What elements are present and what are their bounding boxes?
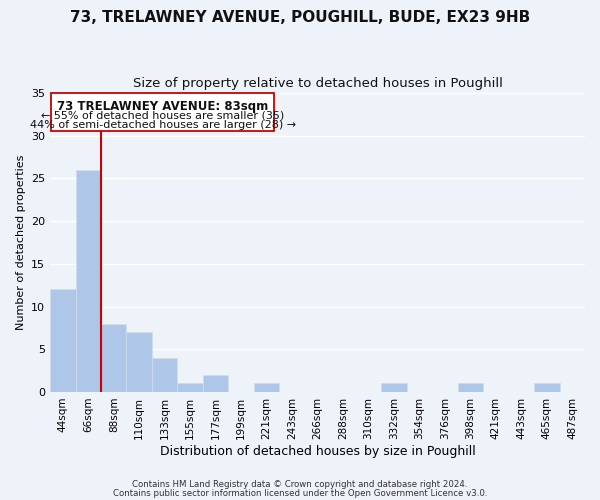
Text: Contains HM Land Registry data © Crown copyright and database right 2024.: Contains HM Land Registry data © Crown c… [132, 480, 468, 489]
Text: 44% of semi-detached houses are larger (28) →: 44% of semi-detached houses are larger (… [30, 120, 296, 130]
Y-axis label: Number of detached properties: Number of detached properties [16, 155, 26, 330]
Title: Size of property relative to detached houses in Poughill: Size of property relative to detached ho… [133, 78, 502, 90]
Bar [152, 358, 178, 392]
Bar [101, 324, 127, 392]
Bar [50, 290, 76, 392]
Bar [534, 384, 560, 392]
Bar [254, 384, 280, 392]
Bar [381, 384, 407, 392]
Bar [178, 384, 203, 392]
Bar [203, 375, 229, 392]
Bar [458, 384, 483, 392]
X-axis label: Distribution of detached houses by size in Poughill: Distribution of detached houses by size … [160, 444, 475, 458]
FancyBboxPatch shape [52, 93, 274, 132]
Text: ← 55% of detached houses are smaller (35): ← 55% of detached houses are smaller (35… [41, 110, 284, 120]
Text: 73, TRELAWNEY AVENUE, POUGHILL, BUDE, EX23 9HB: 73, TRELAWNEY AVENUE, POUGHILL, BUDE, EX… [70, 10, 530, 25]
Bar [127, 332, 152, 392]
Bar [76, 170, 101, 392]
Text: Contains public sector information licensed under the Open Government Licence v3: Contains public sector information licen… [113, 488, 487, 498]
Text: 73 TRELAWNEY AVENUE: 83sqm: 73 TRELAWNEY AVENUE: 83sqm [57, 100, 268, 113]
